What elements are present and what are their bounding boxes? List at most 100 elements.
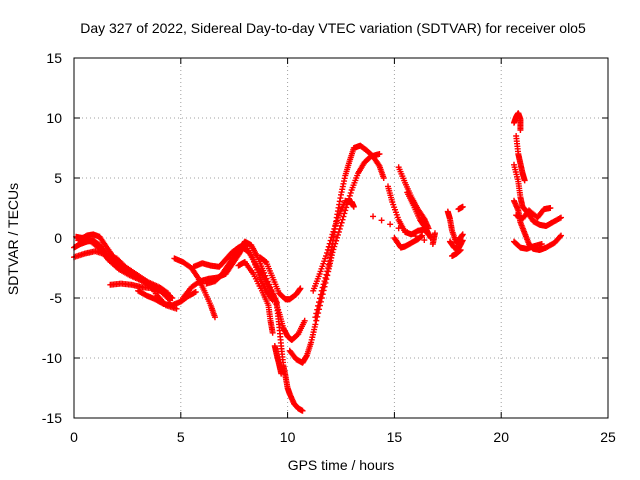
data-point bbox=[326, 240, 333, 247]
x-tick-label: 0 bbox=[70, 429, 78, 445]
y-tick-label: 10 bbox=[46, 110, 62, 126]
data-point bbox=[378, 217, 385, 224]
data-point bbox=[459, 231, 466, 238]
data-point bbox=[299, 407, 306, 414]
data-point bbox=[324, 246, 331, 253]
y-axis-title: SDTVAR / TECUs bbox=[5, 183, 21, 295]
x-tick-labels: 0 5 10 15 20 25 bbox=[70, 429, 616, 445]
data-point bbox=[272, 298, 279, 305]
chart-title: Day 327 of 2022, Sidereal Day-to-day VTE… bbox=[80, 20, 586, 36]
data-point bbox=[323, 249, 330, 256]
series-track-25 bbox=[449, 247, 464, 259]
series-track-5 bbox=[107, 280, 176, 301]
data-point bbox=[173, 305, 180, 312]
data-point bbox=[327, 237, 334, 244]
data-point bbox=[169, 295, 176, 301]
data-point bbox=[328, 234, 335, 241]
data-point bbox=[270, 292, 277, 299]
data-point bbox=[350, 203, 357, 210]
data-point bbox=[347, 189, 354, 196]
data-point bbox=[316, 295, 323, 302]
data-point bbox=[262, 272, 269, 279]
data-point bbox=[404, 229, 411, 236]
data-point bbox=[339, 216, 346, 223]
series-track-22 bbox=[370, 213, 438, 247]
series-track-16 bbox=[312, 142, 387, 321]
data-point bbox=[316, 299, 323, 306]
data-point bbox=[376, 151, 383, 157]
data-point bbox=[547, 205, 554, 211]
data-point bbox=[267, 284, 274, 291]
series-track-11 bbox=[235, 259, 276, 336]
data-point bbox=[387, 221, 394, 228]
data-point bbox=[334, 217, 341, 224]
data-point bbox=[320, 281, 327, 288]
data-point bbox=[314, 306, 321, 313]
data-point bbox=[318, 287, 325, 294]
data-point bbox=[421, 237, 428, 244]
data-point bbox=[269, 329, 276, 336]
data-point bbox=[268, 287, 275, 294]
series-track-21 bbox=[404, 189, 434, 241]
data-point bbox=[330, 228, 337, 235]
series-track-17 bbox=[310, 197, 357, 294]
data-point bbox=[269, 290, 276, 297]
data-points bbox=[71, 110, 565, 414]
series-track-24 bbox=[446, 237, 466, 252]
series-track-4 bbox=[75, 231, 137, 280]
data-point bbox=[334, 234, 341, 241]
series-track-10 bbox=[203, 238, 308, 343]
x-axis-title: GPS time / hours bbox=[288, 457, 395, 473]
data-point bbox=[395, 225, 402, 232]
x-tick-label: 10 bbox=[280, 429, 296, 445]
x-tick-label: 20 bbox=[493, 429, 509, 445]
data-point bbox=[334, 214, 341, 221]
series-track-31 bbox=[511, 238, 545, 252]
x-tick-label: 5 bbox=[177, 429, 185, 445]
data-point bbox=[271, 295, 278, 302]
data-point bbox=[319, 284, 326, 291]
data-point bbox=[521, 177, 528, 184]
data-point bbox=[312, 314, 319, 321]
data-point bbox=[265, 281, 272, 288]
y-tick-label: -15 bbox=[42, 410, 62, 426]
data-point bbox=[323, 271, 330, 278]
series-track-13 bbox=[273, 302, 306, 414]
data-point bbox=[419, 232, 426, 239]
data-point bbox=[264, 278, 271, 285]
data-point bbox=[312, 321, 319, 328]
data-point bbox=[168, 294, 175, 301]
series-track-28 bbox=[511, 161, 565, 229]
data-point bbox=[412, 233, 419, 240]
series-track-27 bbox=[511, 110, 524, 133]
y-tick-label: 15 bbox=[46, 50, 62, 66]
data-point bbox=[557, 233, 564, 240]
y-tick-label: 0 bbox=[54, 230, 62, 246]
series-track-26 bbox=[455, 203, 466, 213]
data-point bbox=[337, 222, 344, 229]
data-point bbox=[332, 223, 339, 230]
series-track-12 bbox=[256, 254, 304, 303]
data-point bbox=[370, 213, 377, 220]
series-track-32 bbox=[513, 133, 528, 184]
series-track-15 bbox=[286, 151, 383, 366]
data-point bbox=[558, 232, 565, 239]
x-tick-label: 15 bbox=[387, 429, 403, 445]
plot-frame bbox=[73, 57, 609, 419]
data-point bbox=[323, 253, 330, 259]
series-track-14 bbox=[271, 343, 285, 377]
data-point bbox=[315, 302, 322, 309]
data-point bbox=[558, 214, 565, 221]
series-track-30 bbox=[513, 205, 554, 222]
y-tick-labels: -15 -10 -5 0 5 10 15 bbox=[42, 50, 62, 426]
data-point bbox=[325, 243, 332, 250]
data-point bbox=[313, 317, 320, 324]
data-point bbox=[431, 230, 438, 237]
data-point bbox=[346, 192, 353, 199]
data-point bbox=[211, 314, 218, 321]
data-point bbox=[517, 127, 524, 133]
data-point bbox=[130, 273, 137, 280]
grid bbox=[74, 58, 608, 418]
x-tick-label: 25 bbox=[600, 429, 616, 445]
data-point bbox=[261, 269, 268, 276]
